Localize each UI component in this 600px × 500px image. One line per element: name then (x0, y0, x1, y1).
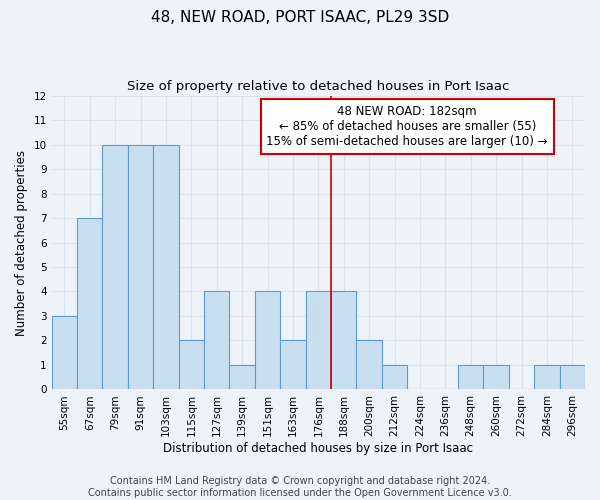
Bar (229, 365, 255, 390)
Text: 48, NEW ROAD, PORT ISAAC, PL29 3SD: 48, NEW ROAD, PORT ISAAC, PL29 3SD (151, 10, 449, 25)
Bar (255, 292, 280, 390)
Bar (52, 316, 77, 390)
Bar (280, 340, 305, 390)
Bar (77, 218, 103, 390)
Text: 48 NEW ROAD: 182sqm
← 85% of detached houses are smaller (55)
15% of semi-detach: 48 NEW ROAD: 182sqm ← 85% of detached ho… (266, 106, 548, 148)
Bar (103, 144, 128, 390)
Bar (484, 365, 509, 390)
Bar (458, 365, 484, 390)
Bar (128, 144, 153, 390)
Bar (204, 292, 229, 390)
Bar (534, 365, 560, 390)
Bar (153, 144, 179, 390)
Title: Size of property relative to detached houses in Port Isaac: Size of property relative to detached ho… (127, 80, 509, 93)
Bar (179, 340, 204, 390)
Bar (560, 365, 585, 390)
Bar (331, 292, 356, 390)
Bar (305, 292, 331, 390)
Bar (382, 365, 407, 390)
X-axis label: Distribution of detached houses by size in Port Isaac: Distribution of detached houses by size … (163, 442, 473, 455)
Y-axis label: Number of detached properties: Number of detached properties (15, 150, 28, 336)
Text: Contains HM Land Registry data © Crown copyright and database right 2024.
Contai: Contains HM Land Registry data © Crown c… (88, 476, 512, 498)
Bar (356, 340, 382, 390)
